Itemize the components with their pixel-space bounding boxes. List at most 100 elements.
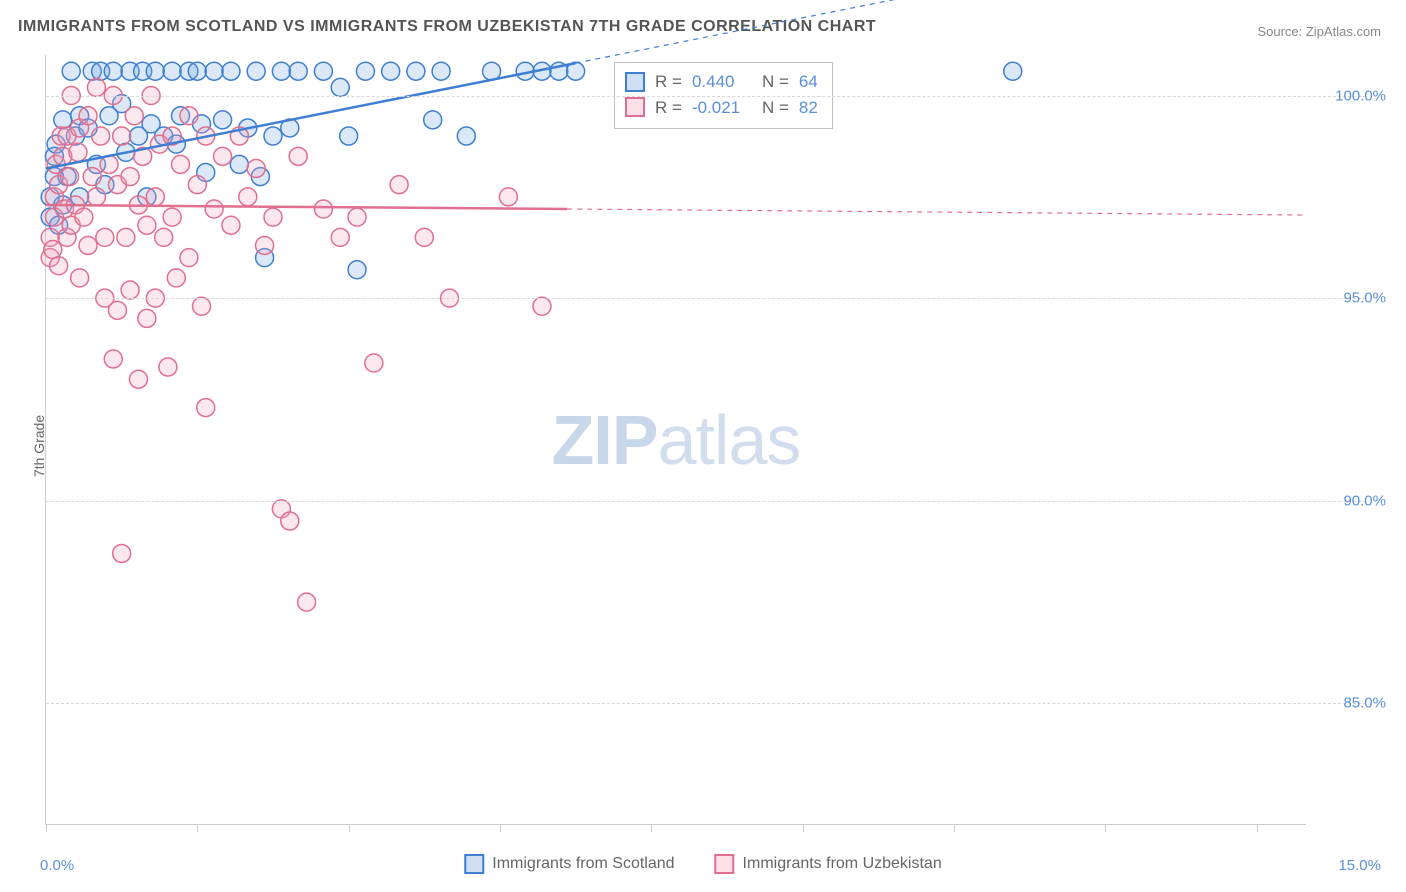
scatter-point bbox=[121, 168, 139, 186]
trend-line-extrapolated bbox=[567, 209, 1307, 215]
x-tick bbox=[954, 824, 955, 832]
scatter-point bbox=[159, 358, 177, 376]
scatter-point bbox=[390, 176, 408, 194]
stat-row: R = 0.440 N = 64 bbox=[625, 69, 818, 95]
x-max-label: 15.0% bbox=[1338, 857, 1381, 874]
x-tick bbox=[1105, 824, 1106, 832]
legend-item: Immigrants from Scotland bbox=[464, 854, 674, 874]
x-tick bbox=[651, 824, 652, 832]
scatter-point bbox=[348, 208, 366, 226]
scatter-point bbox=[83, 168, 101, 186]
scatter-point bbox=[264, 208, 282, 226]
scatter-point bbox=[205, 62, 223, 80]
x-tick bbox=[1257, 824, 1258, 832]
scatter-point bbox=[146, 62, 164, 80]
scatter-point bbox=[125, 107, 143, 125]
scatter-point bbox=[331, 228, 349, 246]
scatter-point bbox=[272, 62, 290, 80]
scatter-point bbox=[129, 370, 147, 388]
chart-title: IMMIGRANTS FROM SCOTLAND VS IMMIGRANTS F… bbox=[18, 18, 876, 36]
scatter-point bbox=[104, 350, 122, 368]
scatter-point bbox=[188, 176, 206, 194]
grid-line bbox=[46, 96, 1366, 97]
scatter-point bbox=[50, 257, 68, 275]
legend-swatch bbox=[715, 854, 735, 874]
scatter-point bbox=[432, 62, 450, 80]
scatter-point bbox=[96, 228, 114, 246]
scatter-point bbox=[365, 354, 383, 372]
scatter-point bbox=[1004, 62, 1022, 80]
scatter-point bbox=[54, 111, 72, 129]
scatter-point bbox=[138, 309, 156, 327]
chart-container: IMMIGRANTS FROM SCOTLAND VS IMMIGRANTS F… bbox=[0, 0, 1406, 892]
scatter-point bbox=[356, 62, 374, 80]
scatter-point bbox=[167, 269, 185, 287]
n-label: N = bbox=[762, 69, 789, 95]
y-tick-label: 85.0% bbox=[1343, 695, 1386, 712]
scatter-point bbox=[247, 62, 265, 80]
plot-svg bbox=[46, 55, 1306, 824]
grid-line bbox=[46, 298, 1366, 299]
scatter-point bbox=[247, 159, 265, 177]
scatter-point bbox=[424, 111, 442, 129]
x-min-label: 0.0% bbox=[40, 857, 74, 874]
scatter-point bbox=[155, 228, 173, 246]
x-tick bbox=[46, 824, 47, 832]
scatter-point bbox=[382, 62, 400, 80]
legend-swatch bbox=[625, 97, 645, 117]
grid-line bbox=[46, 501, 1366, 502]
plot-area: ZIPatlas R =0.440N =64R =-0.021N =82 bbox=[45, 55, 1306, 825]
scatter-point bbox=[108, 301, 126, 319]
scatter-point bbox=[79, 236, 97, 254]
scatter-point bbox=[92, 127, 110, 145]
r-label: R = bbox=[655, 95, 682, 121]
scatter-point bbox=[62, 62, 80, 80]
scatter-point bbox=[331, 78, 349, 96]
legend: Immigrants from Scotland Immigrants from … bbox=[464, 854, 941, 874]
legend-label: Immigrants from Scotland bbox=[492, 855, 674, 873]
scatter-point bbox=[499, 188, 517, 206]
r-value: -0.021 bbox=[692, 95, 752, 121]
scatter-point bbox=[314, 62, 332, 80]
scatter-point bbox=[87, 78, 105, 96]
scatter-point bbox=[533, 297, 551, 315]
scatter-point bbox=[230, 155, 248, 173]
scatter-point bbox=[314, 200, 332, 218]
n-value: 64 bbox=[799, 69, 818, 95]
scatter-point bbox=[113, 544, 131, 562]
scatter-point bbox=[256, 236, 274, 254]
scatter-point bbox=[407, 62, 425, 80]
scatter-point bbox=[289, 62, 307, 80]
scatter-point bbox=[87, 188, 105, 206]
legend-item: Immigrants from Uzbekistan bbox=[715, 854, 942, 874]
n-label: N = bbox=[762, 95, 789, 121]
scatter-point bbox=[113, 127, 131, 145]
n-value: 82 bbox=[799, 95, 818, 121]
r-value: 0.440 bbox=[692, 69, 752, 95]
scatter-point bbox=[197, 399, 215, 417]
scatter-point bbox=[214, 147, 232, 165]
scatter-point bbox=[146, 188, 164, 206]
y-tick-label: 100.0% bbox=[1335, 87, 1386, 104]
x-tick bbox=[500, 824, 501, 832]
scatter-point bbox=[457, 127, 475, 145]
legend-swatch bbox=[625, 72, 645, 92]
r-label: R = bbox=[655, 69, 682, 95]
scatter-point bbox=[264, 127, 282, 145]
x-tick bbox=[197, 824, 198, 832]
x-tick bbox=[803, 824, 804, 832]
scatter-point bbox=[222, 62, 240, 80]
scatter-point bbox=[222, 216, 240, 234]
scatter-point bbox=[193, 297, 211, 315]
source-label: Source: ZipAtlas.com bbox=[1257, 24, 1381, 39]
scatter-point bbox=[289, 147, 307, 165]
scatter-point bbox=[172, 155, 190, 173]
scatter-point bbox=[121, 281, 139, 299]
legend-swatch bbox=[464, 854, 484, 874]
scatter-point bbox=[71, 269, 89, 287]
scatter-point bbox=[298, 593, 316, 611]
scatter-point bbox=[239, 188, 257, 206]
y-tick-label: 95.0% bbox=[1343, 290, 1386, 307]
scatter-point bbox=[163, 62, 181, 80]
scatter-point bbox=[69, 143, 87, 161]
